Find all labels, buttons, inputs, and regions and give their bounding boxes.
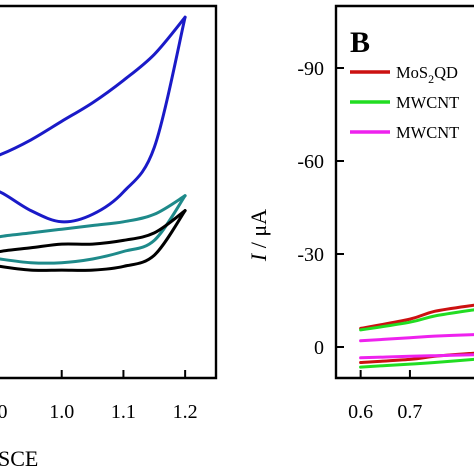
panel-b-legend-label: MWCNT	[396, 93, 459, 112]
panel-b-y-axis-label-symbol: I	[246, 252, 271, 262]
panel-b-series-upper	[359, 333, 474, 343]
panel-a-curve-upper	[0, 209, 187, 254]
panel-b-legend-label: MWCNT	[396, 123, 459, 142]
panel-b-x-tick-label: 0.6	[348, 401, 373, 423]
panel-a-x-tick-label: .0	[0, 401, 8, 423]
panel-b-x-ticks: 0.6 0.7	[348, 370, 422, 423]
panel-a-curve-upper	[0, 194, 187, 239]
panel-b-series-lower	[359, 357, 474, 369]
panel-b-legend-label: MoS2QD	[396, 63, 458, 86]
panel-b-label: B	[350, 26, 370, 59]
panel-b-series-upper	[359, 308, 474, 332]
panel-b-series-upper	[359, 303, 474, 330]
panel-a-x-tick-label: 1.1	[111, 401, 136, 423]
panel-a-x-tick-label: 1.0	[49, 401, 74, 423]
panel-b-legend: MoS2QD MWCNT MWCNT	[350, 63, 459, 142]
panel-b-y-axis-label: I / μA	[246, 209, 271, 262]
panel-a-curves	[0, 15, 187, 272]
panel-b: -90 -60 -30 0 0.6 0.7 B I / μA MoS2QD MWCNT MW…	[246, 4, 474, 423]
panel-b-y-tick-label: -60	[297, 151, 324, 173]
panel-a-x-ticks: .0 1.0 1.1 1.2	[0, 370, 198, 423]
panel-b-curves	[359, 303, 474, 369]
panel-a: .0 1.0 1.1 1.2 SCE	[0, 4, 218, 471]
panel-b-y-ticks: -90 -60 -30 0	[297, 58, 344, 359]
panel-a-x-tick-label: 1.2	[173, 401, 198, 423]
panel-b-x-tick-label: 0.7	[397, 401, 422, 423]
panel-b-y-tick-label: -30	[297, 244, 324, 266]
panel-a-frame	[0, 4, 218, 380]
panel-b-series-lower	[359, 353, 474, 360]
panel-b-y-axis-label-unit: / μA	[246, 209, 271, 254]
panel-a-x-axis-label: SCE	[0, 446, 38, 471]
panel-b-y-tick-label: 0	[314, 337, 324, 359]
panel-b-frame	[334, 4, 474, 380]
panel-b-y-tick-label: -90	[297, 58, 324, 80]
panel-a-curve-lower	[0, 15, 187, 224]
panel-a-curve-lower	[0, 194, 187, 265]
panel-a-curve-lower	[0, 209, 187, 272]
panel-a-curve-upper	[0, 15, 187, 157]
